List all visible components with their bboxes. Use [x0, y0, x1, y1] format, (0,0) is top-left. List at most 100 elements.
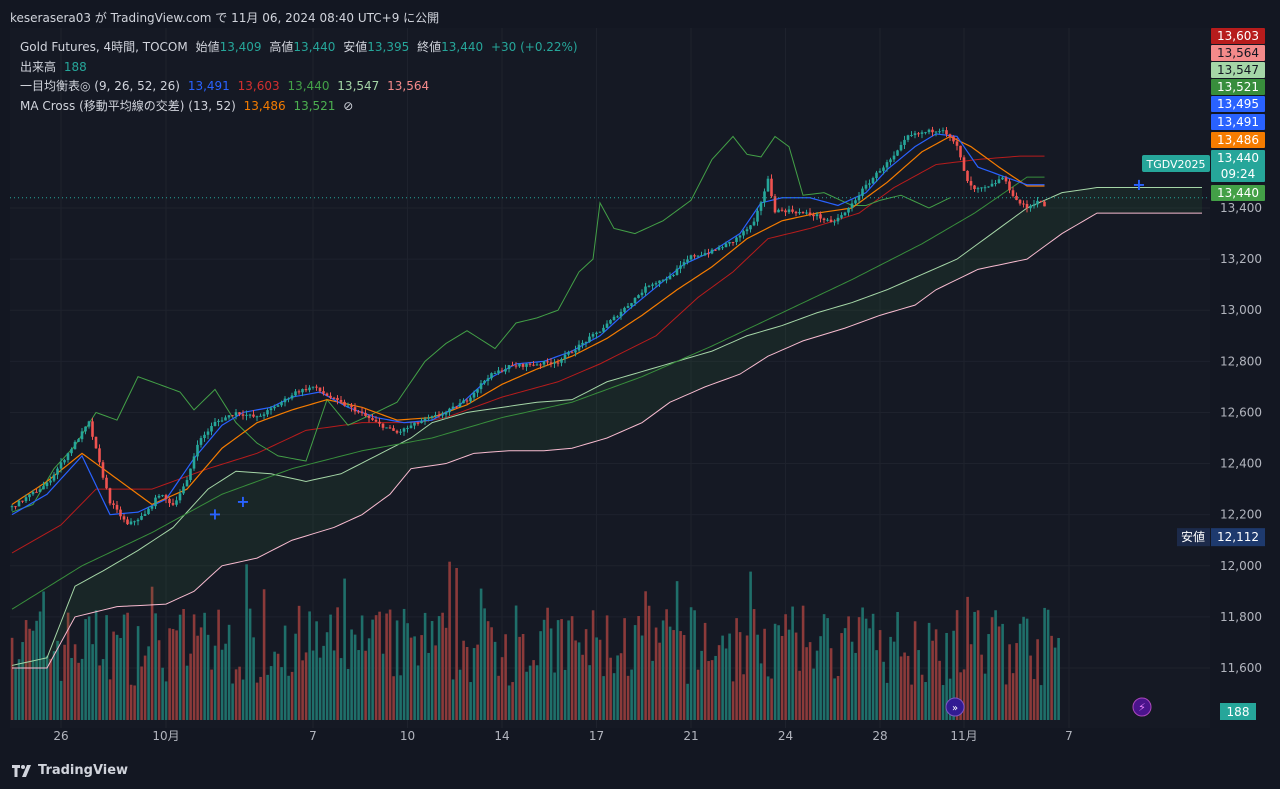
volume-bar — [497, 675, 500, 720]
volume-bar — [938, 660, 941, 720]
volume-bar — [399, 675, 402, 720]
symbol-tag[interactable]: TGDV2025 — [1145, 158, 1205, 171]
price-tick-label: 13,000 — [1220, 303, 1262, 317]
volume-bar — [910, 684, 913, 720]
candle-body — [147, 508, 150, 515]
candle-body — [924, 132, 927, 134]
hide-icon[interactable]: ⊘ — [343, 98, 354, 113]
candle-body — [521, 364, 525, 367]
volume-bar — [623, 618, 626, 720]
chikou-line — [11, 135, 951, 513]
candle-body — [931, 129, 934, 133]
candle-body — [553, 362, 556, 364]
candle-body — [14, 506, 17, 508]
candle-body — [973, 185, 976, 190]
volume-bar — [290, 671, 294, 720]
candle-body — [350, 405, 353, 408]
candle-body — [217, 420, 220, 422]
candle-body — [1039, 200, 1043, 202]
candle-body — [329, 395, 332, 398]
volume-bar — [826, 618, 829, 720]
candle-body — [640, 292, 644, 296]
legend-ma-row[interactable]: MA Cross (移動平均線の交差) (13, 52) 13,486 13,5… — [20, 98, 354, 113]
candle-body — [1015, 195, 1018, 200]
volume-bar — [192, 614, 196, 720]
candle-body — [339, 400, 343, 402]
volume-bar — [665, 609, 668, 720]
candle-body — [598, 331, 602, 333]
candle-body — [392, 428, 395, 431]
volume-bar — [819, 636, 822, 720]
volume-bar — [1050, 635, 1053, 720]
volume-bar — [1046, 609, 1050, 720]
volume-bar — [171, 628, 175, 720]
candle-body — [486, 378, 490, 381]
candle-body — [815, 214, 819, 217]
ma-cross-marker: + — [1132, 175, 1145, 194]
candle-body — [745, 229, 749, 232]
volume-bar — [465, 646, 469, 720]
volume-bar — [584, 629, 588, 720]
volume-bar — [168, 628, 171, 720]
candle-body — [500, 370, 504, 372]
volume-bar — [259, 676, 262, 720]
volume-bar — [220, 649, 224, 720]
candle-body — [1036, 200, 1039, 205]
tradingview-logo[interactable]: TradingView — [12, 763, 128, 778]
volume-bar — [822, 614, 826, 720]
volume-bar — [77, 662, 80, 720]
candle-body — [602, 327, 605, 332]
volume-bar — [644, 591, 647, 720]
candle-body — [595, 332, 598, 335]
candle-body — [332, 397, 336, 399]
candle-body — [49, 480, 52, 483]
candle-body — [913, 133, 917, 136]
event-flash-icon[interactable] — [1132, 697, 1152, 717]
legend-volume-row[interactable]: 出来高 188 — [20, 59, 87, 74]
candle-body — [497, 370, 500, 373]
volume-bar — [633, 625, 637, 720]
symbol-tag-box[interactable] — [1142, 155, 1210, 172]
volume-bar — [472, 648, 476, 720]
candle-body — [490, 373, 493, 379]
candle-body — [584, 341, 588, 343]
price-axis[interactable] — [1210, 28, 1280, 753]
volume-bar — [861, 607, 864, 720]
volume-bar — [560, 619, 563, 720]
candle-body — [906, 135, 910, 140]
price-chart[interactable]: + + +11,600 11,800 12,000 12,200 12,400 12,600 1… — [10, 28, 1280, 753]
volume-bar — [609, 657, 612, 720]
price-tick-label: 12,600 — [1220, 405, 1262, 419]
volume-bar — [553, 672, 556, 720]
candle-body — [847, 207, 850, 213]
volume-bar — [140, 666, 143, 720]
price-label-text: 13,603 — [1217, 29, 1259, 43]
low-label-title: 安値 — [1181, 529, 1205, 544]
candle-body — [52, 474, 56, 481]
volume-bar — [1018, 623, 1022, 720]
candle-body — [133, 521, 136, 523]
event-forward-icon[interactable] — [945, 697, 965, 717]
volume-bar — [773, 623, 777, 720]
volume-bar — [812, 668, 815, 720]
volume-bar — [1008, 644, 1011, 720]
volume-bar — [231, 683, 234, 720]
volume-bar — [52, 651, 56, 720]
volume-bar — [402, 608, 406, 720]
candle-body — [864, 184, 868, 189]
candle-body — [1029, 205, 1032, 209]
volume-bar — [969, 644, 973, 720]
candle-body — [175, 500, 178, 505]
time-axis[interactable] — [10, 728, 1280, 753]
candle-body — [136, 519, 140, 522]
symbol-name[interactable]: Gold Futures, 4時間, TOCOM — [20, 40, 188, 54]
legend-ichimoku-row[interactable]: 一目均衡表◎ (9, 26, 52, 26) 13,491 13,603 13,… — [20, 79, 430, 93]
candle-body — [619, 311, 623, 317]
volume-bar — [175, 630, 178, 720]
candle-body — [248, 414, 252, 416]
volume-bar — [588, 665, 591, 720]
volume-bar — [668, 626, 672, 720]
chart-area[interactable]: + + +11,600 11,800 12,000 12,200 12,400 12,600 1… — [10, 28, 1280, 753]
candle-body — [252, 414, 255, 417]
candle-body — [962, 157, 966, 171]
